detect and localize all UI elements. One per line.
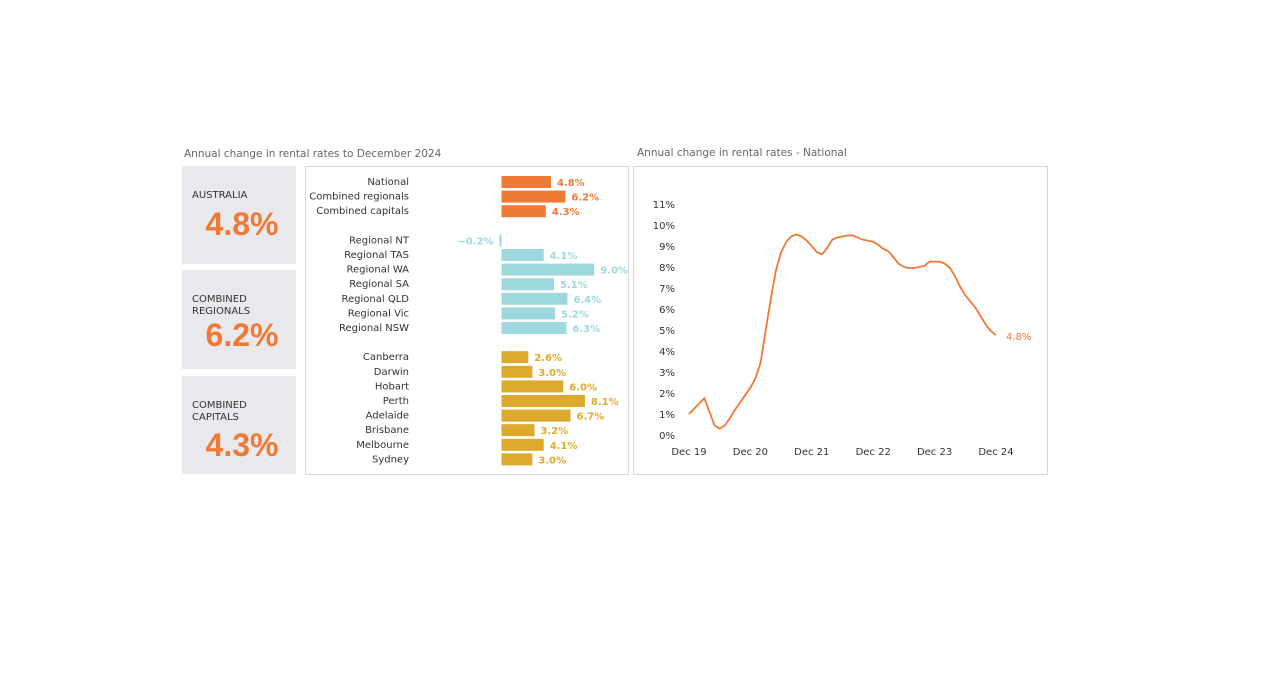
category-label: Melbourne (356, 440, 409, 451)
kpi-label: COMBINED REGIONALS (192, 294, 251, 317)
y-tick-label: 9% (659, 242, 675, 253)
y-tick-label: 3% (659, 368, 675, 379)
value-label: −0.2% (457, 236, 493, 247)
value-label: 6.2% (571, 193, 599, 204)
category-label: Regional QLD (342, 294, 410, 305)
line (688, 233, 997, 430)
bar (501, 190, 566, 203)
value-label: 3.0% (538, 455, 566, 466)
y-tick-label: 8% (659, 263, 675, 274)
category-label: Brisbane (365, 425, 409, 436)
bar (501, 351, 529, 364)
value-label: 3.0% (538, 368, 566, 379)
value-label: 9.0% (600, 266, 628, 277)
bar (501, 278, 555, 291)
y-tick-label: 10% (653, 221, 675, 232)
bar (501, 395, 585, 407)
x-tick-label: Dec 24 (978, 447, 1013, 458)
bar (501, 380, 564, 393)
value-label: 6.7% (577, 412, 605, 423)
category-label: Perth (383, 396, 409, 407)
value-label: 4.1% (550, 251, 578, 262)
bar (501, 205, 546, 218)
bar (501, 424, 535, 437)
category-label: Regional TAS (344, 250, 409, 261)
category-label: Darwin (374, 367, 409, 378)
x-tick-label: Dec 22 (856, 447, 891, 458)
kpi-card: COMBINED CAPITALS 4.3% (182, 376, 296, 474)
value-label: 4.3% (552, 207, 580, 218)
category-label: Regional Vic (348, 308, 409, 319)
category-label: Regional SA (349, 279, 409, 290)
category-label: Regional WA (347, 265, 410, 276)
bar (501, 365, 533, 378)
kpi-label: AUSTRALIA (192, 190, 248, 201)
bar-panel (305, 166, 629, 475)
chart-title: Annual change in rental rates - National (637, 147, 847, 159)
kpi-card: COMBINED REGIONALS 6.2% (182, 270, 296, 369)
category-label: Combined regionals (309, 192, 409, 203)
bar (501, 176, 551, 188)
category-label: Regional NT (349, 235, 410, 246)
category-label: National (367, 177, 409, 188)
x-tick-label: Dec 21 (794, 447, 829, 458)
category-label: Canberra (363, 352, 409, 363)
value-label: 6.0% (569, 382, 597, 393)
value-label: 5.1% (560, 280, 588, 291)
kpi-value: 4.8% (205, 206, 279, 242)
category-label: Hobart (375, 381, 409, 392)
y-tick-label: 5% (659, 326, 675, 337)
category-label: Regional NSW (339, 323, 409, 334)
value-label: 4.8% (557, 178, 585, 189)
y-tick-label: 1% (659, 410, 675, 421)
bar (501, 322, 567, 334)
kpi-label: COMBINED CAPITALS (192, 400, 247, 423)
category-label: Sydney (372, 454, 409, 465)
bar (499, 234, 502, 247)
value-label: 5.2% (561, 309, 589, 320)
value-label: 6.3% (572, 324, 600, 335)
kpi-value: 6.2% (205, 317, 279, 353)
x-tick-label: Dec 23 (917, 447, 952, 458)
bar (501, 453, 533, 466)
line-panel (633, 166, 1048, 475)
y-tick-label: 11% (653, 200, 675, 211)
value-label: 2.6% (534, 353, 562, 364)
x-tick-label: Dec 19 (671, 447, 706, 458)
value-label: 8.1% (591, 397, 619, 408)
bar (501, 438, 544, 451)
value-label: 6.4% (573, 295, 601, 306)
y-tick-label: 6% (659, 305, 675, 316)
y-tick-label: 4% (659, 347, 675, 358)
y-tick-label: 2% (659, 389, 675, 400)
category-label: Combined capitals (316, 206, 409, 217)
kpi-card: AUSTRALIA 4.8% (182, 166, 296, 264)
bar (501, 249, 544, 261)
kpi-value: 4.3% (205, 427, 279, 463)
y-tick-label: 0% (659, 431, 675, 442)
value-label: 4.8% (1006, 332, 1031, 343)
bar (501, 263, 595, 276)
bar (501, 307, 556, 320)
heading: Annual change in rental rates to Decembe… (184, 148, 442, 160)
y-tick-label: 7% (659, 284, 675, 295)
x-tick-label: Dec 20 (733, 447, 768, 458)
bar (501, 292, 568, 305)
category-label: Adelaide (366, 411, 409, 422)
value-label: 3.2% (540, 426, 568, 437)
value-label: 4.1% (550, 441, 578, 452)
bar (501, 409, 571, 422)
